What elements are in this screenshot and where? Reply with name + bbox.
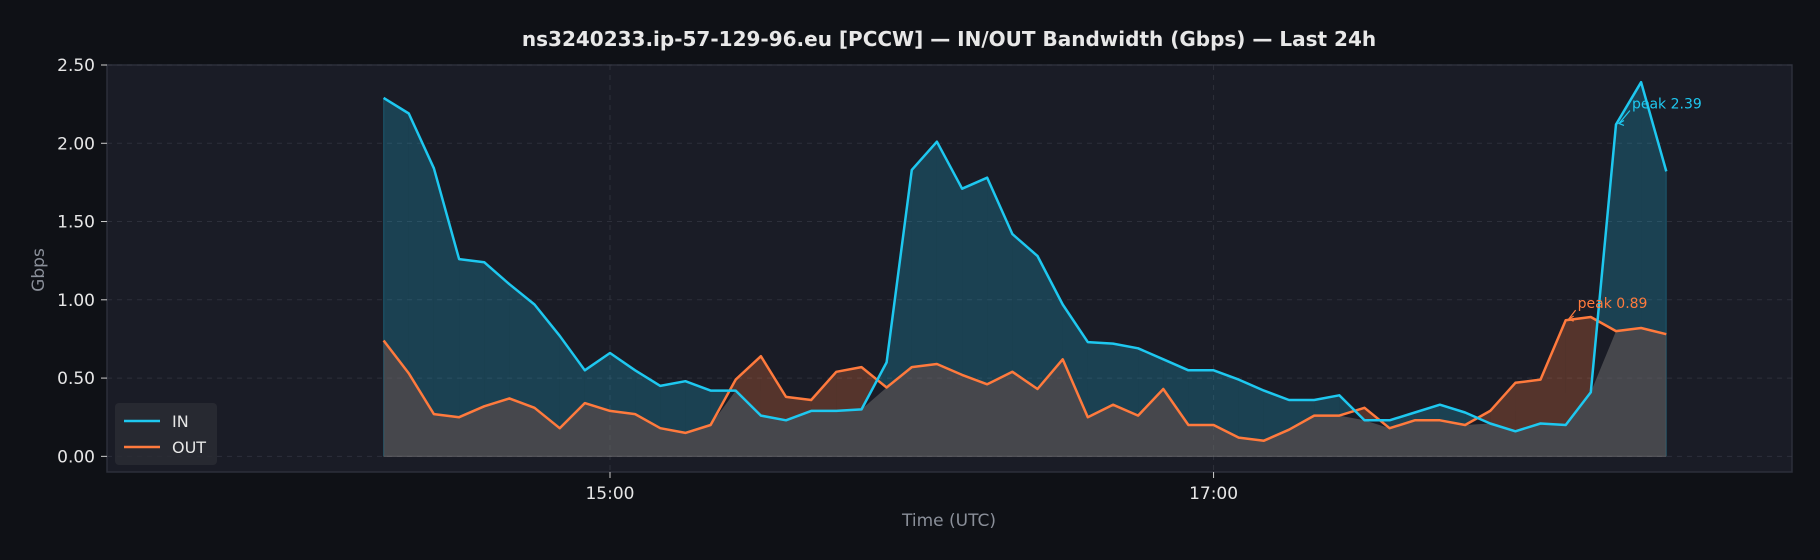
area-in-segment [962, 177, 988, 385]
area-in-segment [1314, 395, 1340, 416]
area-in-segment [1163, 359, 1189, 425]
area-in-segment [936, 141, 963, 375]
area-in-segment [433, 168, 460, 418]
area-in-segment [610, 353, 636, 415]
area-out-segment [760, 356, 786, 421]
line-layer [382, 80, 1668, 442]
area-in-segment [1012, 234, 1038, 389]
area-in-segment [1062, 304, 1088, 418]
annotation-arrowhead [1617, 119, 1625, 127]
area-out-segment [836, 367, 862, 411]
area-in-segment [1087, 342, 1113, 418]
area-in-segment [383, 97, 409, 374]
y-tick-label: 2.00 [57, 134, 95, 154]
area-in-segment [1113, 343, 1139, 416]
area-in-segment [1439, 404, 1466, 425]
area-in-segment [408, 113, 434, 415]
area-in-segment [559, 335, 585, 429]
legend-label-in: IN [172, 412, 189, 431]
area-in-segment [660, 381, 686, 433]
annotation-layer: peak 2.39 peak 0.89 [1567, 96, 1702, 322]
area-out-segment [1565, 317, 1591, 425]
area-in-segment [1188, 370, 1214, 425]
series-line-in [382, 80, 1668, 433]
area-in-segment [1289, 400, 1315, 430]
area-in-segment [1616, 82, 1642, 332]
area-in-segment [1238, 379, 1264, 441]
tick-layer: 0.00 0.50 1.00 1.50 2.00 2.50 15:00 17:00 [57, 56, 1238, 504]
chart-title: ns3240233.ip-57-129-96.eu [PCCW] — IN/OU… [522, 27, 1376, 51]
area-in-segment [987, 177, 1013, 385]
y-tick-label: 0.50 [57, 369, 95, 389]
annotation-label: peak 2.39 [1632, 96, 1702, 112]
x-tick-label: 17:00 [1189, 484, 1238, 504]
area-out-segment [735, 356, 761, 416]
legend-box [115, 403, 217, 465]
y-tick-label: 2.50 [57, 56, 95, 76]
area-out-segment [786, 396, 812, 421]
y-tick-label: 0.00 [57, 447, 95, 467]
area-in-segment [1263, 390, 1289, 441]
area-in-segment [459, 259, 485, 418]
area-in-segment [1389, 412, 1415, 429]
area-in-segment [534, 304, 560, 429]
area-in-segment [911, 141, 937, 368]
y-tick-label: 1.50 [57, 213, 95, 233]
area-in-segment [685, 381, 711, 433]
area-in-segment [484, 262, 510, 407]
area-base [383, 328, 1667, 457]
legend-label-out: OUT [172, 438, 206, 457]
annotation-label: peak 0.89 [1578, 296, 1648, 312]
y-axis-title: Gbps [29, 248, 49, 292]
area-in-segment [509, 284, 535, 408]
area-out-segment [1490, 382, 1516, 432]
area-out-segment [1515, 379, 1541, 432]
annotation-arrow [1618, 110, 1631, 124]
legend: IN OUT [115, 403, 217, 465]
x-axis-title: Time (UTC) [901, 511, 996, 531]
series-line-out [382, 315, 1667, 442]
area-in-segment [1138, 348, 1164, 416]
area-in-segment [1037, 256, 1063, 389]
area-in-segment [1414, 404, 1440, 421]
area-in-segment [1213, 370, 1239, 438]
x-tick-label: 15:00 [585, 484, 634, 504]
annotation-arrowhead [1567, 315, 1574, 322]
area-in-segment [1641, 82, 1667, 335]
area-out-segment [1540, 320, 1566, 425]
area-out-segment [811, 371, 837, 411]
area-in-segment [635, 370, 661, 429]
annotation-arrow [1568, 309, 1577, 320]
y-tick-label: 1.00 [57, 291, 95, 311]
